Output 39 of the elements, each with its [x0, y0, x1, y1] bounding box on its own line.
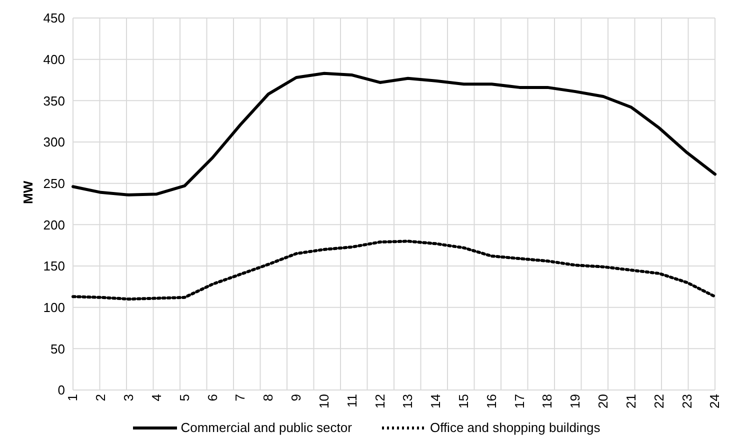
x-tick-label: 13 [400, 394, 416, 408]
x-tick-label: 14 [428, 394, 444, 408]
y-tick-label: 150 [43, 258, 65, 274]
x-tick-label: 8 [260, 394, 276, 402]
x-tick-label: 2 [93, 394, 108, 402]
y-tick-label: 200 [43, 217, 65, 232]
x-tick-label: 3 [121, 394, 136, 402]
x-tick-label: 6 [204, 394, 220, 402]
x-tick-label: 22 [651, 394, 666, 408]
x-tick-label: 11 [344, 394, 360, 408]
y-tick-label: 350 [43, 93, 65, 108]
line-series [72, 240, 716, 301]
x-tick-label: 20 [596, 394, 611, 408]
y-tick-label: 300 [43, 134, 65, 150]
x-tick-label: 4 [148, 394, 164, 402]
x-tick-label: 1 [65, 394, 80, 402]
x-tick-label: 23 [679, 394, 694, 408]
x-tick-label: 21 [623, 394, 638, 408]
x-tick-label: 15 [456, 394, 472, 408]
x-tick-label: 19 [568, 394, 583, 408]
legend-label: Office and shopping buildings [430, 420, 600, 435]
y-tick-label: 100 [43, 300, 65, 315]
y-tick-label: 400 [43, 52, 65, 67]
x-tick-label: 16 [484, 394, 499, 408]
y-axis-title: MW [20, 180, 36, 204]
x-tick-label: 10 [316, 394, 332, 408]
legend-label: Commercial and public sector [180, 420, 352, 435]
x-tick-label: 18 [540, 394, 555, 408]
x-tick-label: 9 [288, 394, 304, 402]
line-series [72, 72, 716, 196]
y-tick-label: 50 [50, 341, 65, 356]
x-tick-label: 12 [372, 394, 388, 408]
y-tick-label: 0 [58, 382, 65, 398]
x-tick-label: 5 [176, 394, 192, 402]
y-tick-label: 450 [43, 10, 65, 26]
x-tick-label: 24 [707, 394, 722, 408]
y-tick-label: 250 [43, 176, 65, 191]
x-tick-label: 17 [512, 394, 527, 408]
x-tick-label: 7 [232, 394, 248, 402]
